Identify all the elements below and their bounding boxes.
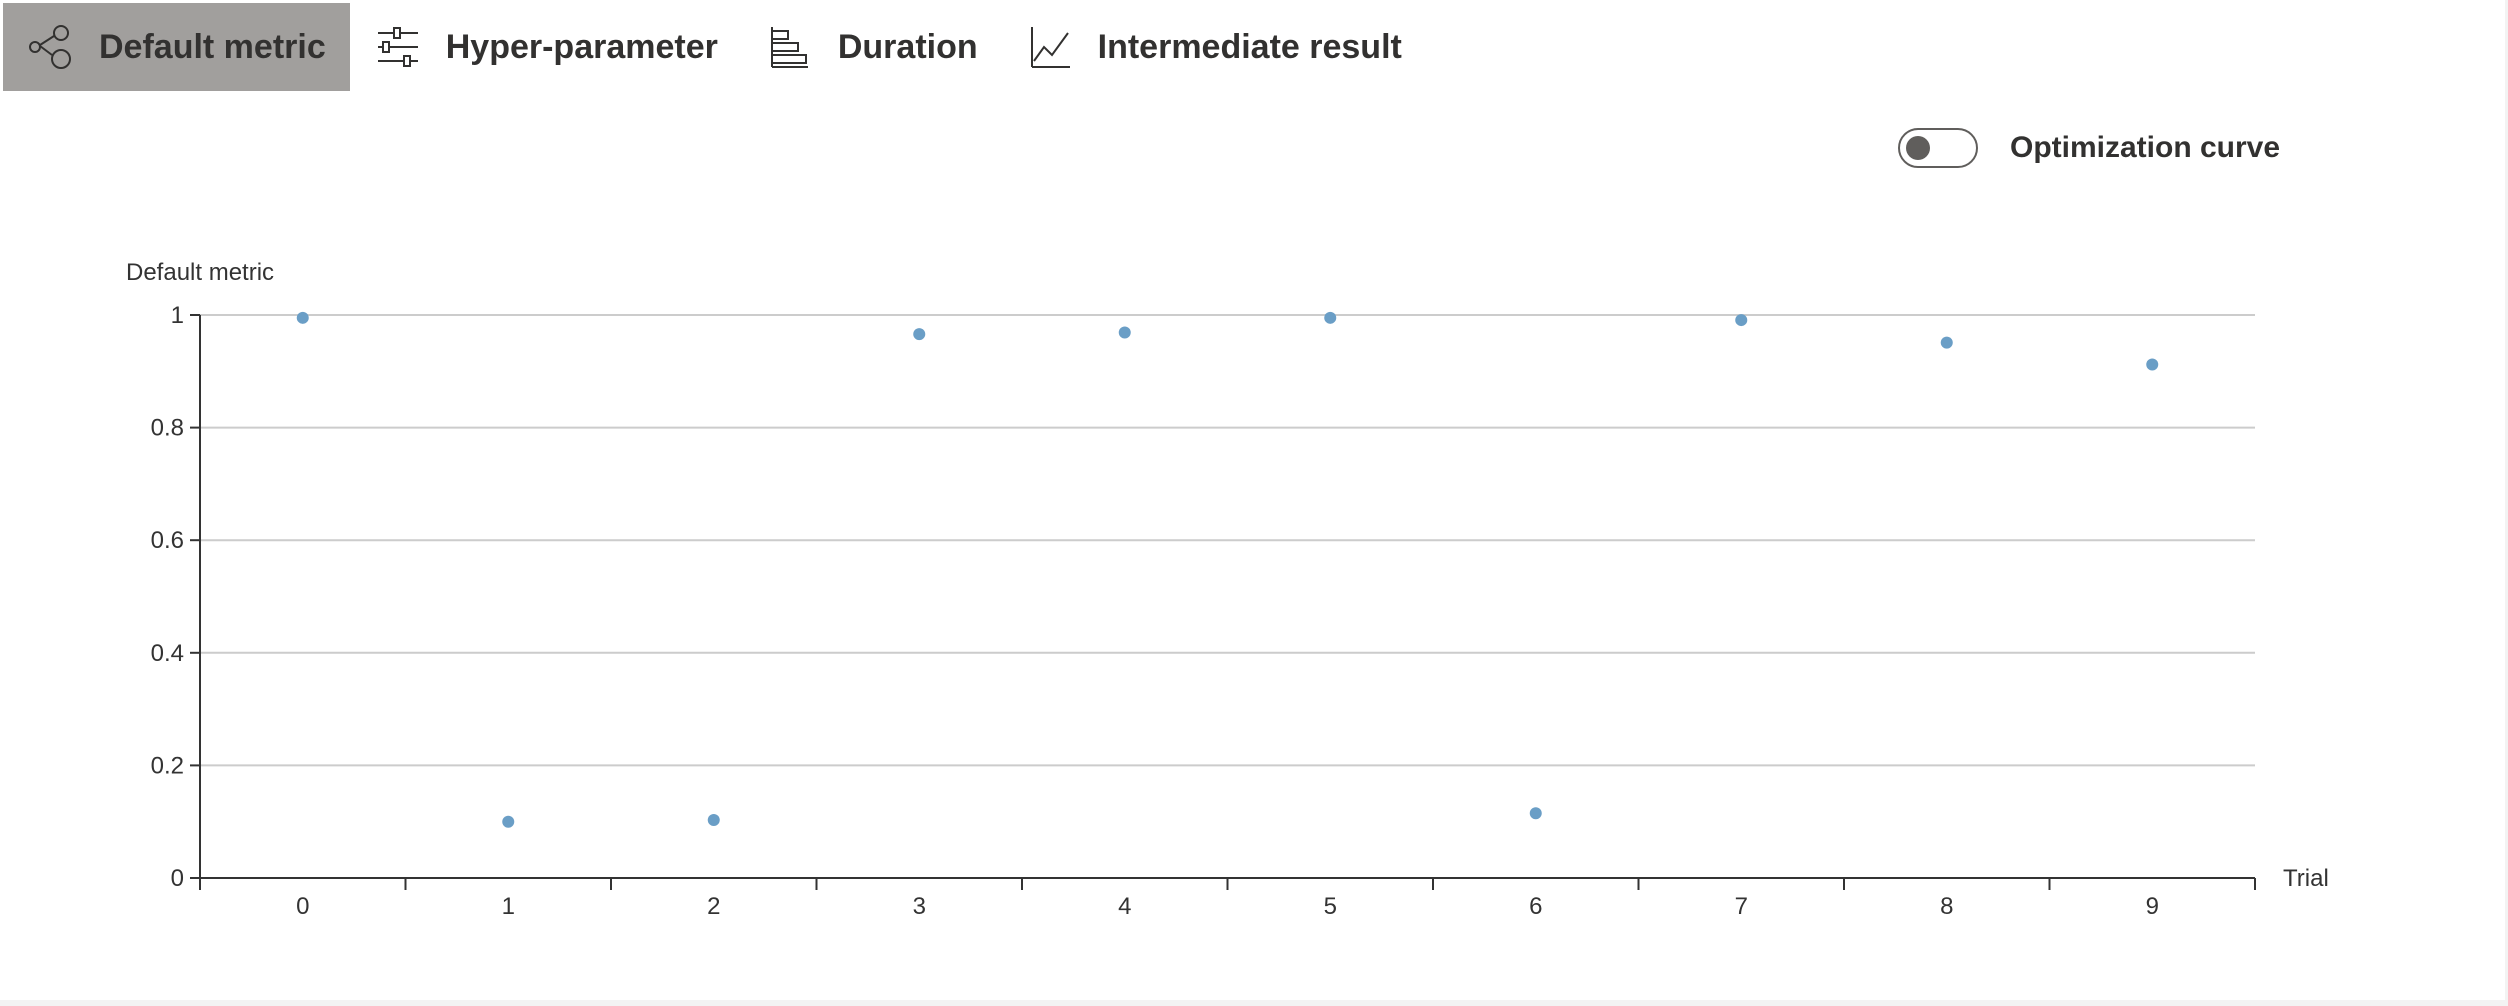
y-tick-label: 0: [171, 865, 184, 892]
y-axis-title: Default metric: [126, 259, 274, 286]
data-point[interactable]: [707, 814, 720, 827]
tab-hyper-parameter[interactable]: Hyper-parameter: [350, 3, 742, 91]
data-points: [296, 311, 2159, 828]
y-tick-label: 0.2: [151, 752, 184, 779]
data-point[interactable]: [296, 311, 309, 324]
data-point[interactable]: [1529, 807, 1542, 820]
tab-label: Default metric: [99, 27, 326, 66]
x-tick-label: 0: [296, 893, 309, 920]
bar-chart-horizontal-icon: [766, 23, 814, 71]
tab-label: Hyper-parameter: [445, 27, 718, 66]
optimization-curve-label: Optimization curve: [2010, 131, 2281, 164]
x-tick-label: 3: [913, 893, 926, 920]
data-point[interactable]: [913, 328, 926, 341]
y-tick-label: 0.4: [151, 640, 184, 667]
tab-intermediate-result[interactable]: Intermediate result: [1002, 3, 1426, 91]
x-tick-label: 4: [1118, 893, 1131, 920]
optimization-curve-toggle[interactable]: [1898, 128, 1978, 168]
y-axis: 0 0.2 0.4 0.6 0.8 1: [151, 302, 201, 892]
x-tick-label: 1: [502, 893, 515, 920]
optimization-curve-toggle-group: Optimization curve: [1898, 128, 2280, 168]
tab-default-metric[interactable]: Default metric: [3, 3, 350, 91]
tab-label: Duration: [837, 27, 978, 66]
data-point[interactable]: [2146, 358, 2159, 371]
x-axis: 0 1 2 3 4 5 6 7 8 9: [199, 877, 2256, 920]
x-tick-label: 5: [1324, 893, 1337, 920]
chart-tabs: Default metric Hyper-parameter: [3, 3, 1426, 91]
toggle-knob: [1906, 136, 1930, 160]
x-axis-title: Trial: [2283, 865, 2329, 892]
x-tick-label: 2: [707, 893, 720, 920]
x-tick-label: 8: [1940, 893, 1953, 920]
data-point[interactable]: [502, 815, 515, 828]
grid-lines: [200, 314, 2255, 767]
line-chart-icon: [1026, 23, 1074, 71]
x-tick-label: 7: [1735, 893, 1748, 920]
x-tick-label: 9: [2146, 893, 2159, 920]
tab-duration[interactable]: Duration: [742, 3, 1002, 91]
sliders-icon: [374, 23, 422, 71]
data-point[interactable]: [1324, 311, 1337, 324]
tab-label: Intermediate result: [1097, 27, 1402, 66]
y-tick-label: 1: [171, 302, 184, 329]
scatter-nodes-icon: [27, 23, 75, 71]
data-point[interactable]: [1118, 326, 1131, 339]
y-tick-label: 0.6: [151, 527, 184, 554]
data-point[interactable]: [1940, 336, 1953, 349]
y-tick-label: 0.8: [151, 415, 184, 442]
data-point[interactable]: [1735, 314, 1748, 327]
x-tick-label: 6: [1529, 893, 1542, 920]
